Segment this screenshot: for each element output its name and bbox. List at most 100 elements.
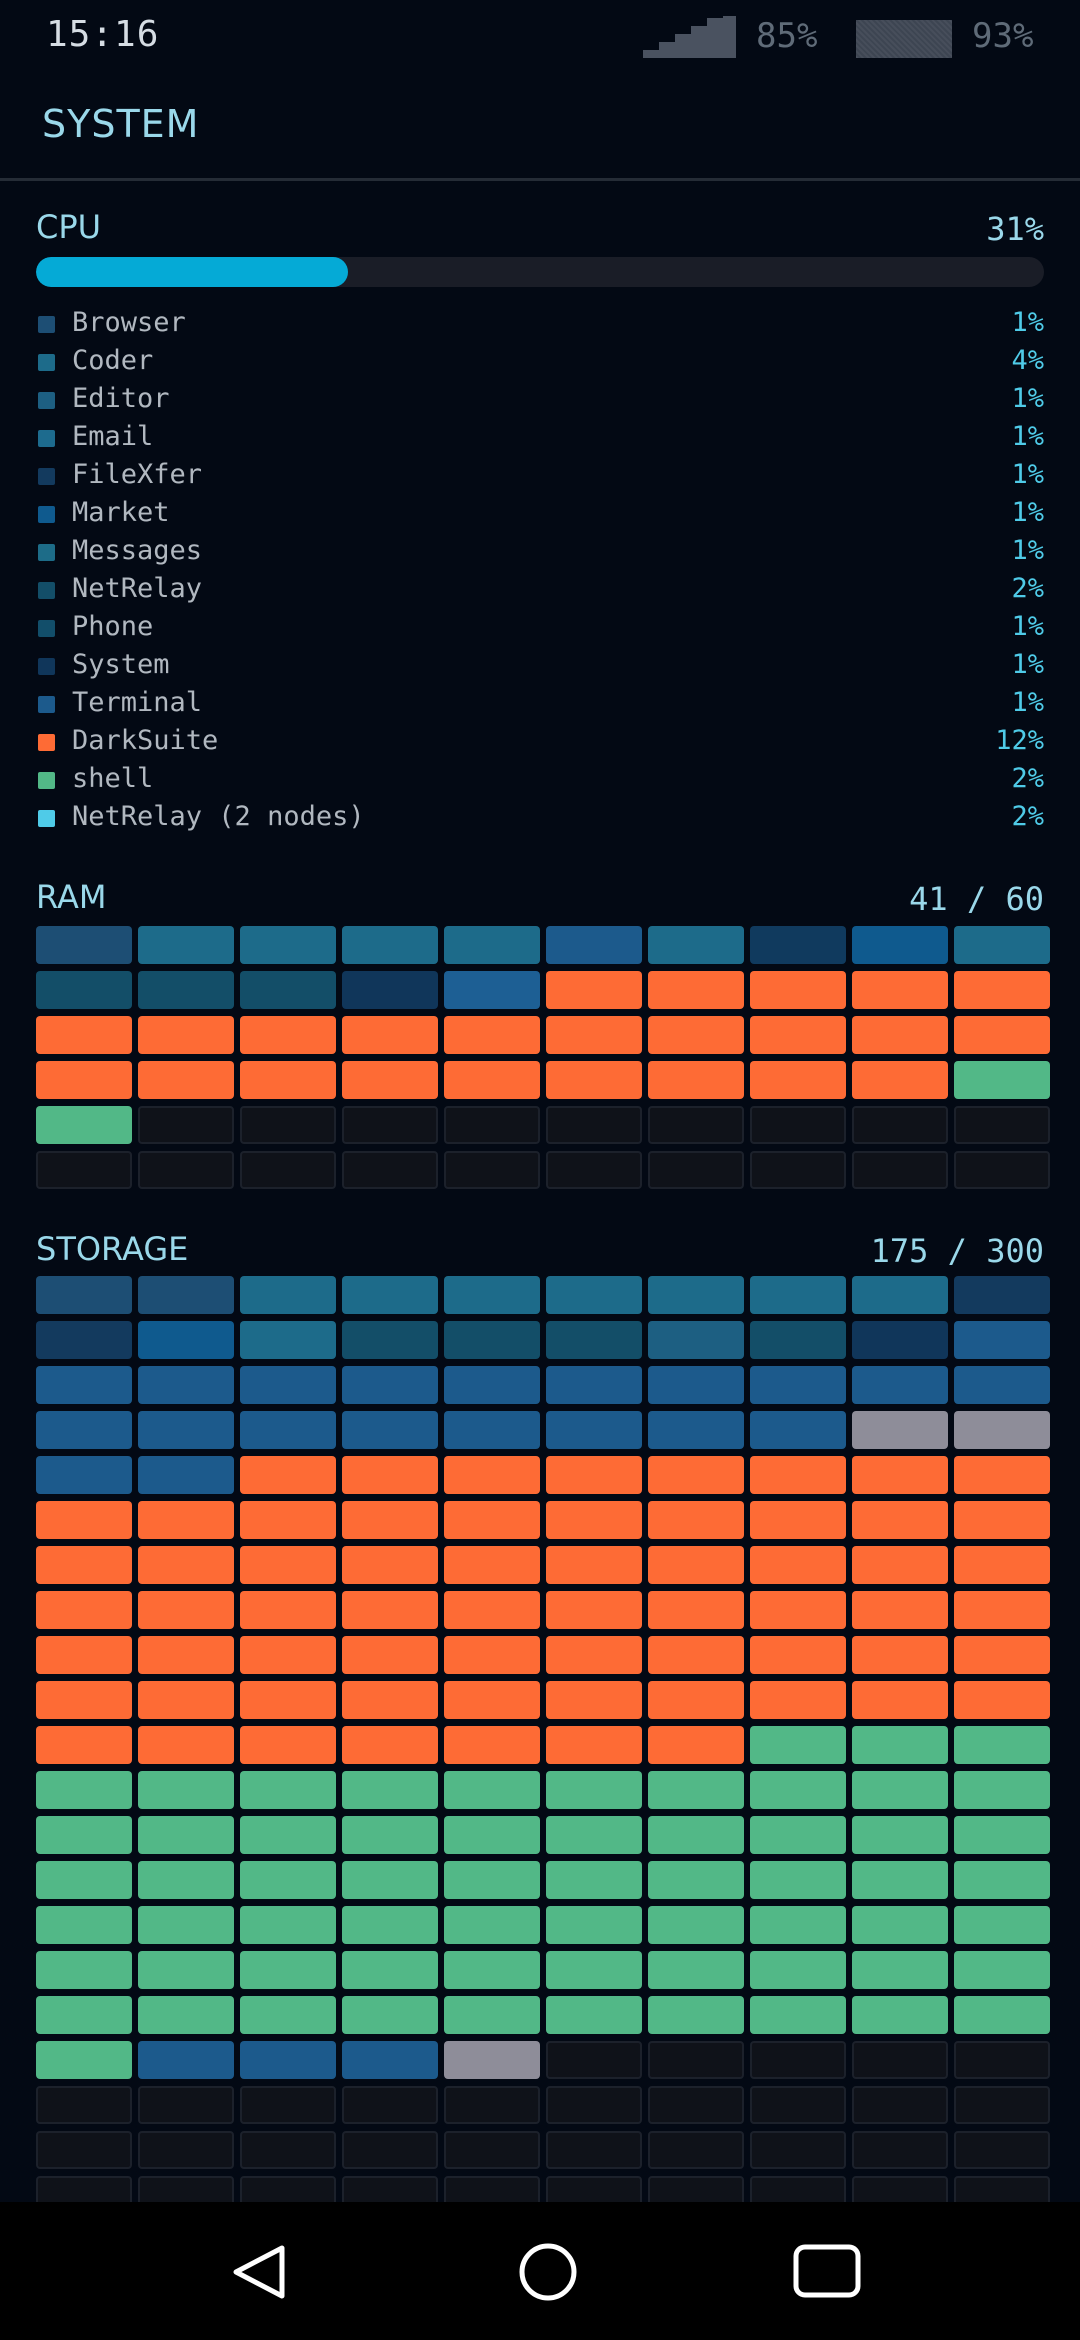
usage-block: [36, 1456, 132, 1494]
usage-block: [954, 1636, 1050, 1674]
empty-block: [342, 2176, 438, 2202]
usage-block: [648, 1861, 744, 1899]
usage-block: [750, 1771, 846, 1809]
usage-block: [138, 1546, 234, 1584]
process-row: Market 1%: [0, 496, 1080, 534]
empty-block: [852, 2041, 948, 2079]
app-header: SYSTEM: [0, 76, 1080, 181]
empty-block: [648, 2176, 744, 2202]
usage-block: [138, 1951, 234, 1989]
usage-block: [750, 1591, 846, 1629]
ram-value: 41 / 60: [909, 880, 1044, 918]
usage-block: [750, 926, 846, 964]
process-color-swatch: [38, 734, 55, 751]
usage-block: [750, 1411, 846, 1449]
usage-block: [648, 1456, 744, 1494]
navigation-bar: [0, 2202, 1080, 2340]
usage-block: [36, 1411, 132, 1449]
usage-block: [546, 1681, 642, 1719]
process-percent: 1%: [1011, 421, 1044, 452]
usage-block: [750, 971, 846, 1009]
usage-block: [444, 1016, 540, 1054]
usage-block: [342, 1726, 438, 1764]
usage-block: [444, 2041, 540, 2079]
usage-block: [36, 1681, 132, 1719]
usage-block: [240, 1501, 336, 1539]
usage-block: [954, 1816, 1050, 1854]
usage-block: [954, 1276, 1050, 1314]
usage-block: [444, 1456, 540, 1494]
usage-block: [750, 1951, 846, 1989]
signal-percent: 85%: [756, 16, 818, 56]
usage-block: [444, 1951, 540, 1989]
usage-block: [36, 1016, 132, 1054]
process-name: FileXfer: [72, 459, 203, 490]
usage-block: [138, 971, 234, 1009]
empty-block: [954, 2086, 1050, 2124]
usage-block: [750, 1906, 846, 1944]
process-color-swatch: [38, 658, 55, 675]
home-circle-icon[interactable]: [508, 2242, 588, 2302]
empty-block: [444, 1106, 540, 1144]
empty-block: [546, 2041, 642, 2079]
usage-block: [138, 1996, 234, 2034]
usage-block: [444, 1906, 540, 1944]
process-name: Browser: [72, 307, 186, 338]
usage-block: [546, 1061, 642, 1099]
process-percent: 4%: [1011, 345, 1044, 376]
process-color-swatch: [38, 696, 55, 713]
usage-block: [648, 1366, 744, 1404]
process-percent: 1%: [1011, 649, 1044, 680]
process-row: FileXfer 1%: [0, 458, 1080, 496]
process-name: NetRelay (2 nodes): [72, 801, 365, 832]
empty-block: [750, 2041, 846, 2079]
usage-block: [342, 1816, 438, 1854]
usage-block: [546, 1016, 642, 1054]
usage-block: [342, 1681, 438, 1719]
usage-block: [546, 1546, 642, 1584]
process-row: System 1%: [0, 648, 1080, 686]
usage-block: [750, 1861, 846, 1899]
empty-block: [546, 2086, 642, 2124]
process-row: Messages 1%: [0, 534, 1080, 572]
empty-block: [546, 2131, 642, 2169]
usage-block: [546, 1726, 642, 1764]
usage-block: [342, 1321, 438, 1359]
recents-square-icon[interactable]: [788, 2242, 868, 2302]
usage-block: [546, 926, 642, 964]
usage-block: [342, 1456, 438, 1494]
usage-block: [240, 1906, 336, 1944]
usage-block: [444, 1321, 540, 1359]
usage-block: [954, 1726, 1050, 1764]
usage-block: [852, 1411, 948, 1449]
usage-block: [138, 1411, 234, 1449]
usage-block: [852, 1591, 948, 1629]
usage-block: [444, 926, 540, 964]
usage-block: [36, 1951, 132, 1989]
storage-scroll-area[interactable]: [0, 1276, 1080, 2202]
battery-percent: 93%: [972, 16, 1034, 56]
empty-block: [240, 2086, 336, 2124]
usage-block: [750, 1061, 846, 1099]
usage-block: [36, 1061, 132, 1099]
empty-block: [648, 2041, 744, 2079]
usage-block: [444, 971, 540, 1009]
empty-block: [852, 2176, 948, 2202]
process-name: shell: [72, 763, 154, 794]
usage-block: [138, 1636, 234, 1674]
usage-block: [954, 1546, 1050, 1584]
usage-block: [546, 1636, 642, 1674]
usage-block: [546, 1996, 642, 2034]
process-name: DarkSuite: [72, 725, 219, 756]
empty-block: [342, 2086, 438, 2124]
usage-block: [750, 1321, 846, 1359]
storage-label: STORAGE: [36, 1230, 189, 1268]
usage-block: [240, 1861, 336, 1899]
process-percent: 1%: [1011, 611, 1044, 642]
usage-block: [546, 1411, 642, 1449]
cpu-label: CPU: [36, 208, 102, 246]
back-triangle-icon[interactable]: [220, 2242, 300, 2302]
usage-block: [648, 1816, 744, 1854]
usage-block: [240, 1546, 336, 1584]
process-row: DarkSuite 12%: [0, 724, 1080, 762]
